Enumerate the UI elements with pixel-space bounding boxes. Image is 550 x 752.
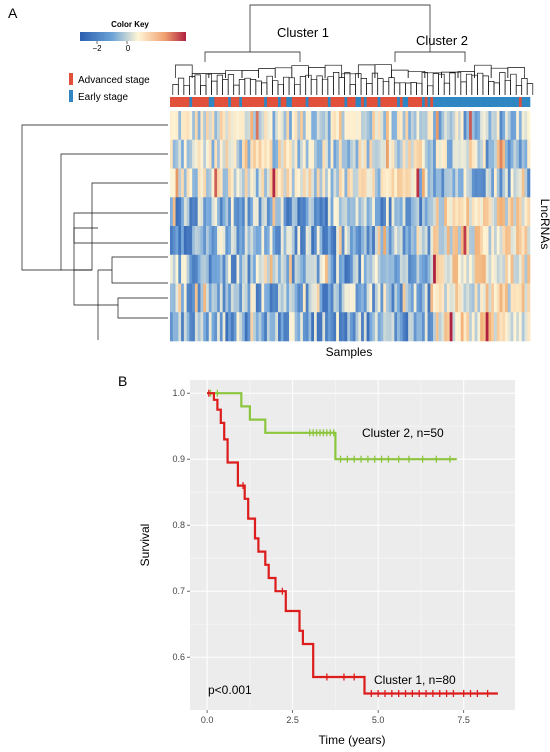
survival-series	[207, 389, 498, 697]
y-tick-label: 1.0	[172, 388, 185, 398]
p-value-annotation: p<0.001	[208, 683, 252, 697]
grid	[190, 380, 515, 710]
color-key-tick: −2	[92, 44, 102, 53]
column-dendrogram	[172, 4, 534, 95]
cluster-2-label: Cluster 2	[416, 33, 468, 48]
y-axis-title: Survival	[138, 524, 152, 567]
x-tick-label: 7.5	[457, 715, 470, 725]
y-tick-label: 0.8	[172, 520, 185, 530]
color-key-tick: 0	[126, 44, 131, 53]
heatmap-ylabel: LncRNAs	[538, 199, 550, 250]
stage-bar	[170, 97, 531, 107]
legend-label-early: Early stage	[78, 92, 128, 103]
x-axis-ticks: 0.0 2.5 5.0 7.5	[201, 710, 470, 725]
color-key-bar	[80, 32, 186, 41]
y-tick-label: 0.9	[172, 454, 185, 464]
cluster-1-label: Cluster 1	[277, 25, 329, 40]
legend-label-advanced: Advanced stage	[78, 75, 150, 86]
survival-curve-1	[207, 392, 457, 461]
plot-background	[190, 380, 515, 710]
heatmap	[170, 111, 531, 342]
legend-swatch-advanced	[69, 73, 73, 85]
x-tick-label: 5.0	[372, 715, 385, 725]
panel-b: B 0.6 0.7 0.8 0.9 1.0 0.0 2.5 5.0 7.5 Cluster 2…	[118, 373, 515, 747]
heatmap-xlabel: Samples	[326, 345, 373, 359]
series-label-cluster-2: Cluster 2, n=50	[362, 426, 444, 440]
survival-curve-2	[207, 392, 498, 695]
panel-a-label: A	[8, 5, 18, 21]
x-axis-title: Time (years)	[319, 733, 386, 747]
legend-swatch-early	[69, 90, 73, 102]
color-key: Color Key −2 0	[80, 20, 186, 53]
x-tick-label: 2.5	[286, 715, 299, 725]
y-tick-label: 0.6	[172, 652, 185, 662]
stage-legend: Advanced stage Early stage	[69, 73, 150, 103]
panel-b-label: B	[118, 373, 127, 389]
series-label-cluster-1: Cluster 1, n=80	[374, 673, 456, 687]
x-tick-label: 0.0	[201, 715, 214, 725]
panel-a: A Color Key −2 0 Advanced stage Early st…	[8, 4, 550, 359]
y-tick-label: 0.7	[172, 586, 185, 596]
color-key-title: Color Key	[111, 20, 149, 29]
y-axis-ticks: 0.6 0.7 0.8 0.9 1.0	[172, 388, 190, 662]
row-dendrogram	[21, 124, 168, 340]
